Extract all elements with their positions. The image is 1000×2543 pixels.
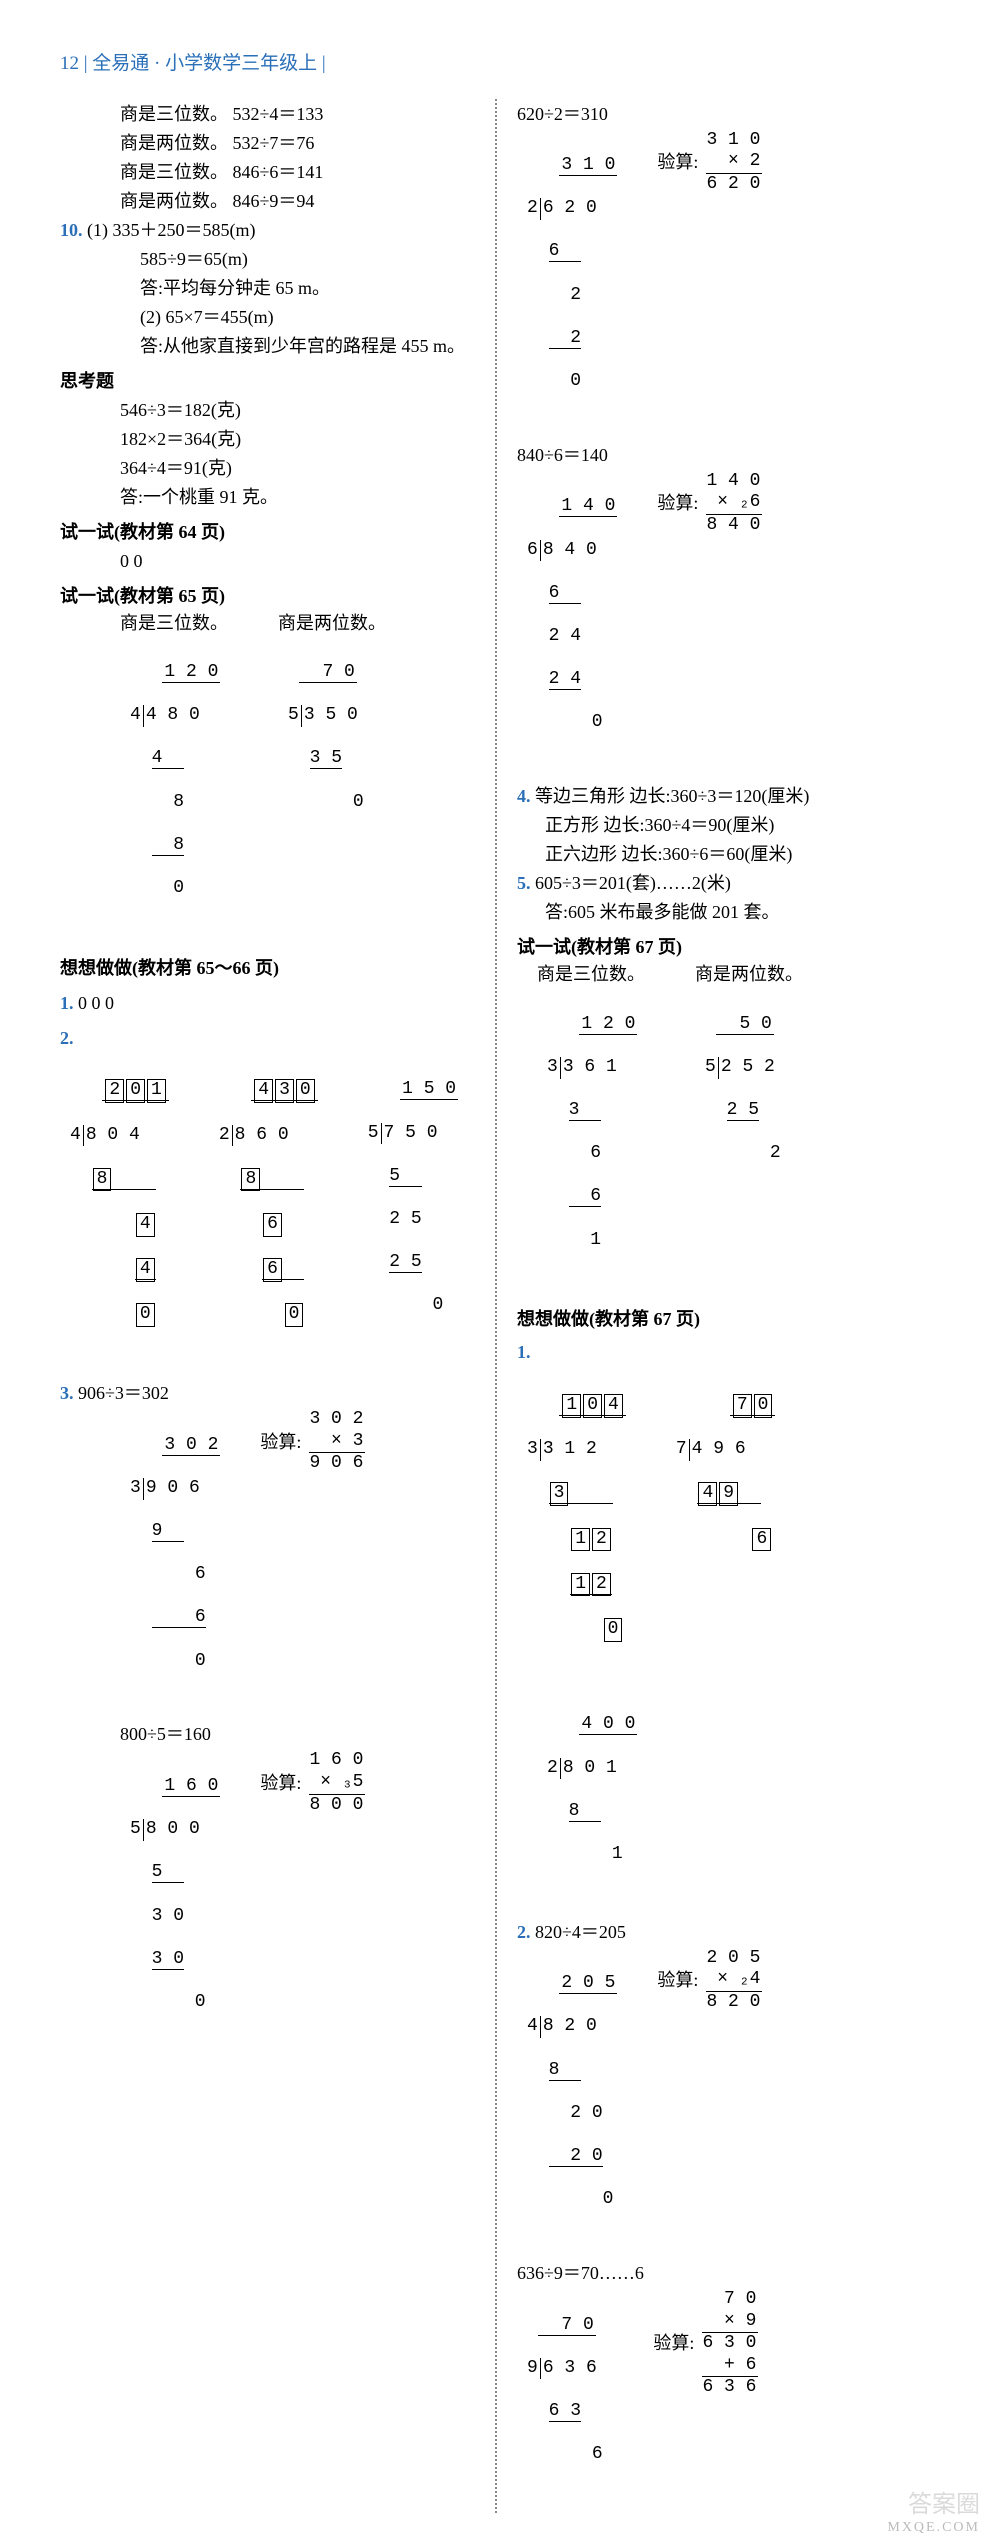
text-line: 商是三位数。 846÷6＝141 xyxy=(60,159,475,186)
question-number: 2. xyxy=(517,1922,531,1942)
text: 0 0 0 xyxy=(78,993,114,1013)
check-multiplication: 验算: 1 4 0 × ₂6 8 4 0 xyxy=(657,471,762,537)
text-line: 正六边形 边长:360÷6＝60(厘米) xyxy=(517,841,932,868)
question-number: 5. xyxy=(517,873,531,893)
section-title: 想想做做(教材第 65～66 页) xyxy=(60,955,475,982)
text-line: 商是三位数。 532÷4＝133 xyxy=(60,101,475,128)
question-number: 3. xyxy=(60,1383,74,1403)
long-division: 3 1 0 26 2 0 6 2 2 0 xyxy=(527,134,617,436)
question-number: 1. xyxy=(517,1342,531,1362)
text-line: 364÷4＝91(克) xyxy=(60,455,475,482)
long-division-boxed: 70 74 9 6 49 6 xyxy=(676,1372,776,1594)
long-division: 4 0 0 28 0 1 8 1 xyxy=(547,1693,637,1909)
text-line: 答:从他家直接到少年宫的路程是 455 m。 xyxy=(60,333,475,360)
sub-heading: 商是两位数。 xyxy=(278,610,406,637)
watermark-url: MXQE.COM xyxy=(887,2517,980,2538)
long-division: 2 0 5 48 2 0 8 2 0 2 0 0 xyxy=(527,1952,617,2254)
sub-heading: 商是三位数。 xyxy=(120,610,248,637)
long-division: 1 2 0 33 6 1 3 6 6 1 xyxy=(547,992,655,1294)
text-line: 840÷6＝140 xyxy=(517,442,932,469)
text: (1) 335＋250＝585(m) xyxy=(87,220,255,240)
long-division: 1 6 0 58 0 0 5 3 0 3 0 0 xyxy=(130,1754,220,2056)
question-number: 10. xyxy=(60,220,83,240)
section-title: 思考题 xyxy=(60,368,475,395)
section-title: 试一试(教材第 67 页) xyxy=(517,934,932,961)
long-division: 1 2 0 44 8 0 4 8 8 0 xyxy=(130,641,238,943)
text: 906÷3＝302 xyxy=(78,1383,169,1403)
text-line: 620÷2＝310 xyxy=(517,101,932,128)
page-header: 12 | 全易通 · 小学数学三年级上 | xyxy=(60,50,940,79)
check-multiplication: 验算: 2 0 5 × ₂4 8 2 0 xyxy=(657,1948,762,2014)
question-number: 1. xyxy=(60,993,74,1013)
text-line: 正方形 边长:360÷4＝90(厘米) xyxy=(517,812,932,839)
text-line: 商是两位数。 846÷9＝94 xyxy=(60,188,475,215)
check-multiplication: 验算: 1 6 0 × ₃5 8 0 0 xyxy=(260,1750,365,1816)
long-division: 5 0 52 5 2 2 5 2 xyxy=(705,992,813,1208)
text-line: 585÷9＝65(m) xyxy=(60,246,475,273)
text: 等边三角形 边长:360÷3＝120(厘米) xyxy=(535,786,809,806)
section-title: 试一试(教材第 64 页) xyxy=(60,519,475,546)
left-column: 商是三位数。 532÷4＝133 商是两位数。 532÷7＝76 商是三位数。 … xyxy=(60,99,490,2513)
long-division: 3 0 2 39 0 6 9 6 6 0 xyxy=(130,1413,220,1715)
text-line: 0 0 xyxy=(60,548,475,575)
sub-heading: 商是两位数。 xyxy=(695,961,823,988)
long-division-boxed: 201 48 0 4 8 4 4 0 xyxy=(70,1058,169,1370)
check-multiplication: 验算: 3 0 2 × 3 9 0 6 xyxy=(260,1409,365,1475)
text-line: 答:一个桃重 91 克。 xyxy=(60,484,475,511)
long-division: 7 0 96 3 6 6 3 6 xyxy=(527,2293,613,2509)
sub-heading: 商是三位数。 xyxy=(537,961,665,988)
long-division: 1 5 0 57 5 0 5 2 5 2 5 0 xyxy=(368,1058,458,1360)
text-line: 800÷5＝160 xyxy=(60,1721,475,1748)
text-line: 商是两位数。 532÷7＝76 xyxy=(60,130,475,157)
column-divider xyxy=(495,99,497,2513)
text-line: 答:605 米布最多能做 201 套。 xyxy=(517,899,932,926)
question-number: 2. xyxy=(60,1028,74,1048)
long-division: 7 0 53 5 0 3 5 0 xyxy=(288,641,396,857)
text: 605÷3＝201(套)……2(米) xyxy=(535,873,731,893)
long-division: 1 4 0 68 4 0 6 2 4 2 4 0 xyxy=(527,475,617,777)
long-division-boxed: 430 28 6 0 8 6 6 0 xyxy=(219,1058,318,1370)
text: 820÷4＝205 xyxy=(535,1922,626,1942)
text-line: 182×2＝364(克) xyxy=(60,426,475,453)
check-multiplication: 验算: 7 0 × 9 6 3 0 + 6 6 3 6 xyxy=(653,2289,758,2399)
right-column: 620÷2＝310 3 1 0 26 2 0 6 2 2 0 验算: 3 1 0… xyxy=(502,99,932,2513)
section-title: 想想做做(教材第 67 页) xyxy=(517,1306,932,1333)
text-line: 答:平均每分钟走 65 m。 xyxy=(60,275,475,302)
long-division-boxed: 104 33 1 2 3 12 12 0 xyxy=(527,1372,626,1684)
section-title: 试一试(教材第 65 页) xyxy=(60,583,475,610)
text-line: 546÷3＝182(克) xyxy=(60,397,475,424)
text-line: 636÷9＝70……6 xyxy=(517,2260,932,2287)
check-multiplication: 验算: 3 1 0 × 2 6 2 0 xyxy=(657,130,762,196)
question-number: 4. xyxy=(517,786,531,806)
text-line: (2) 65×7＝455(m) xyxy=(60,304,475,331)
